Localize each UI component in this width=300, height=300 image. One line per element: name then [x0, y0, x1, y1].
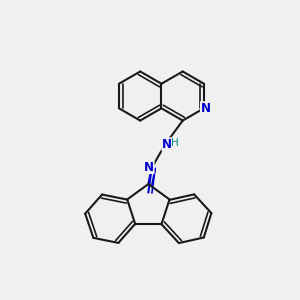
- Text: N: N: [162, 138, 172, 151]
- Text: H: H: [171, 139, 179, 148]
- Text: N: N: [201, 102, 211, 115]
- Text: N: N: [144, 160, 154, 173]
